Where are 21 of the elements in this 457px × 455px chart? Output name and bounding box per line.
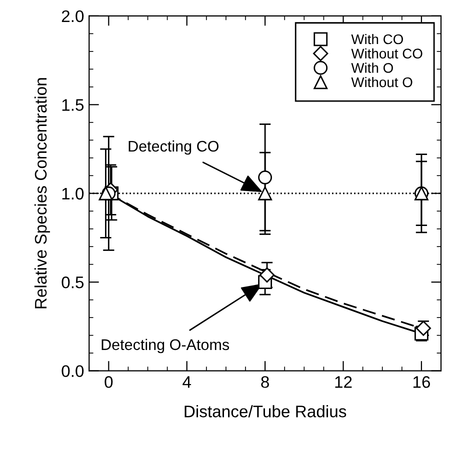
point [258, 186, 272, 200]
y-tick-label: 0.0 [62, 365, 84, 378]
y-tick-label: 1.5 [62, 99, 84, 111]
y-tick-label: 2.0 [62, 10, 84, 22]
y-tick-label: 1.0 [62, 188, 84, 200]
x-tick-label: 12 [335, 376, 352, 388]
y-tick-label: 0.5 [62, 276, 84, 288]
legend-label: Without O [351, 76, 412, 88]
annotation: Detecting CO [128, 140, 219, 155]
annotation: Detecting O-Atoms [102, 338, 230, 354]
x-tick-label: 0 [104, 376, 113, 388]
point [259, 267, 275, 283]
x-tick-label: 4 [182, 376, 192, 388]
legend-label: With CO [351, 34, 403, 44]
x-tick-label: 16 [413, 376, 430, 388]
x-tick-label: 8 [261, 376, 269, 388]
legend-label: With O [351, 62, 393, 73]
y-axis-title: Relative Species Concentration [34, 78, 50, 308]
x-axis-title: Distance/Tube Radius [184, 405, 346, 418]
legend-label: Without CO [351, 48, 422, 59]
point [258, 170, 272, 184]
